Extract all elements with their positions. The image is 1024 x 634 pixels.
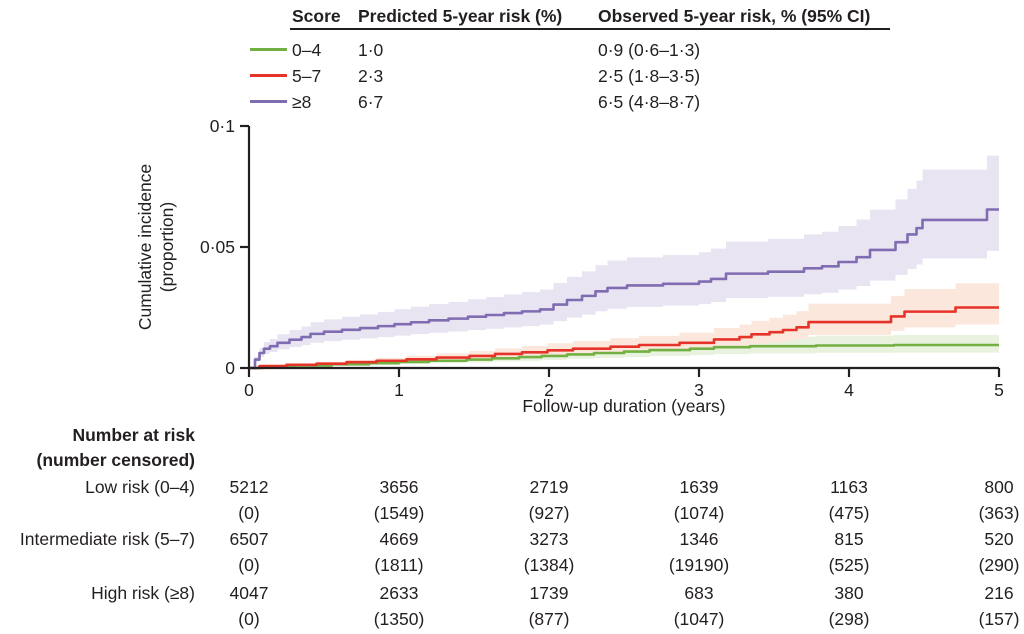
risk-row-label: High risk (≥8) <box>91 583 195 603</box>
x-tick-label: 2 <box>544 380 554 400</box>
legend-predicted: 2·3 <box>358 66 384 86</box>
risk-count-cell: 6507 <box>229 529 269 549</box>
risk-censored-cell: (0) <box>238 609 260 629</box>
risk-censored-cell: (1549) <box>373 503 425 523</box>
risk-count-cell: 800 <box>984 477 1014 497</box>
risk-censored-cell: (877) <box>528 609 570 629</box>
risk-censored-cell: (1074) <box>673 503 725 523</box>
y-tick-label: 0 <box>225 358 235 378</box>
number-at-risk-table: Number at risk (number censored) Low ris… <box>0 424 1024 634</box>
low-risk-line-swatch <box>250 48 287 51</box>
x-tick-label: 4 <box>844 380 854 400</box>
y-axis-label: Cumulative incidence (proportion) <box>135 163 177 331</box>
risk-count-cell: 3273 <box>529 529 569 549</box>
high-risk-line-swatch <box>250 100 287 103</box>
legend-header-observed: Observed 5-year risk, % (95% CI) <box>598 6 871 26</box>
ci-band <box>249 283 999 368</box>
risk-count-cell: 815 <box>834 529 864 549</box>
legend-header-rule <box>290 28 890 30</box>
risk-censored-cell: (363) <box>978 503 1020 523</box>
risk-censored-cell: (1384) <box>523 555 575 575</box>
legend-header-predicted: Predicted 5-year risk (%) <box>358 6 563 26</box>
risk-censored-cell: (157) <box>978 609 1020 629</box>
risk-count-cell: 1739 <box>529 583 569 603</box>
risk-count-cell: 380 <box>834 583 864 603</box>
risk-count-cell: 4669 <box>379 529 419 549</box>
legend-table: Score Predicted 5-year risk (%) Observed… <box>250 6 895 112</box>
risk-count-cell: 520 <box>984 529 1014 549</box>
incidence-curve <box>249 343 999 370</box>
incidence-curve <box>249 306 999 370</box>
legend-score: 0–4 <box>292 40 322 60</box>
risk-censored-cell: (0) <box>238 503 260 523</box>
ci-band <box>249 155 999 368</box>
risk-count-cell: 683 <box>684 583 714 603</box>
risk-censored-cell: (927) <box>528 503 570 523</box>
risk-count-cell: 1346 <box>679 529 719 549</box>
risk-count-cell: 216 <box>984 583 1014 603</box>
risk-count-cell: 3656 <box>379 477 419 497</box>
risk-censored-cell: (290) <box>978 555 1020 575</box>
legend-row-intermediate-risk: 5–7 2·3 2·5 (1·8–3·5) <box>250 66 895 86</box>
risk-count-cell: 2633 <box>379 583 419 603</box>
risk-table-title-line1: Number at risk <box>72 425 195 445</box>
risk-count-cell: 1639 <box>679 477 719 497</box>
legend-score: 5–7 <box>292 66 322 86</box>
legend-observed: 0·9 (0·6–1·3) <box>598 40 701 60</box>
x-tick-label: 0 <box>244 380 254 400</box>
legend-observed: 6·5 (4·8–8·7) <box>598 92 701 112</box>
risk-censored-cell: (475) <box>828 503 870 523</box>
risk-censored-cell: (298) <box>828 609 870 629</box>
risk-censored-cell: (1047) <box>673 609 725 629</box>
risk-censored-cell: (525) <box>828 555 870 575</box>
y-tick-label: 0·1 <box>210 116 235 136</box>
risk-count-cell: 1163 <box>830 477 868 497</box>
intermediate-risk-line-swatch <box>250 74 287 77</box>
risk-censored-cell: (1350) <box>373 609 425 629</box>
x-tick-label: 5 <box>994 380 1004 400</box>
risk-censored-cell: (19190) <box>668 555 730 575</box>
risk-count-cell: 4047 <box>229 583 269 603</box>
x-axis-label: Follow-up duration (years) <box>522 396 726 416</box>
legend-row-high-risk: ≥8 6·7 6·5 (4·8–8·7) <box>250 92 895 112</box>
incidence-curve <box>249 208 999 370</box>
legend-row-low-risk: 0–4 1·0 0·9 (0·6–1·3) <box>250 40 895 60</box>
x-tick-label: 3 <box>694 380 704 400</box>
risk-censored-cell: (1811) <box>374 555 424 575</box>
legend-header-score: Score <box>292 6 341 26</box>
x-tick-label: 1 <box>394 380 404 400</box>
risk-censored-cell: (0) <box>238 555 260 575</box>
legend-predicted: 6·7 <box>358 92 384 112</box>
risk-row-label: Low risk (0–4) <box>85 477 195 497</box>
risk-table-title-line2: (number censored) <box>36 450 196 470</box>
legend-observed: 2·5 (1·8–3·5) <box>598 66 701 86</box>
risk-count-cell: 5212 <box>229 477 269 497</box>
y-tick-label: 0·05 <box>200 237 235 257</box>
risk-count-cell: 2719 <box>529 477 569 497</box>
legend-predicted: 1·0 <box>358 40 384 60</box>
risk-row-label: Intermediate risk (5–7) <box>19 529 195 549</box>
legend-score: ≥8 <box>292 92 312 112</box>
